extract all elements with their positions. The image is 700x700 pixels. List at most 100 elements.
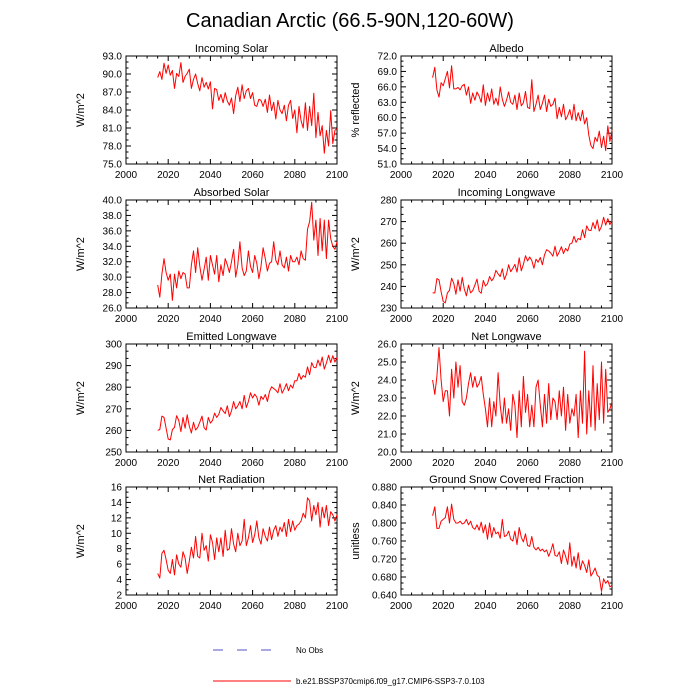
x-tick-label: 2060 bbox=[241, 458, 264, 469]
y-axis-label: W/m^2 bbox=[350, 381, 362, 415]
y-tick-label: 240 bbox=[380, 282, 397, 293]
y-tick-label: 6 bbox=[116, 560, 122, 571]
y-tick-label: 280 bbox=[380, 196, 397, 207]
plot-frame bbox=[125, 343, 338, 453]
y-tick-label: 280 bbox=[105, 383, 122, 394]
x-tick-label: 2080 bbox=[559, 170, 582, 181]
y-axis-label: % reflected bbox=[350, 82, 362, 137]
x-tick-label: 2020 bbox=[432, 458, 455, 469]
x-tick-label: 2100 bbox=[601, 314, 624, 325]
x-tick-label: 2000 bbox=[390, 458, 413, 469]
x-tick-label: 2020 bbox=[157, 601, 180, 612]
y-tick-label: 0.760 bbox=[372, 537, 397, 548]
y-tick-label: 290 bbox=[105, 361, 122, 372]
x-tick-label: 2060 bbox=[516, 458, 539, 469]
panel-title: Net Longwave bbox=[471, 331, 541, 343]
panel-title: Net Radiation bbox=[198, 474, 265, 486]
x-tick-label: 2060 bbox=[516, 601, 539, 612]
y-tick-label: 270 bbox=[380, 217, 397, 228]
series-line bbox=[432, 216, 613, 304]
y-tick-label: 260 bbox=[380, 239, 397, 250]
panel-absorbed-solar: Absorbed Solar 2000 2020 2040 2060 2080 2100 26… bbox=[75, 187, 349, 325]
plot-frame bbox=[125, 486, 338, 596]
x-tick-label: 2000 bbox=[115, 314, 138, 325]
plot-frame bbox=[400, 55, 613, 165]
y-tick-label: 14 bbox=[111, 498, 123, 509]
x-tick-label: 2040 bbox=[199, 601, 222, 612]
x-tick-label: 2040 bbox=[474, 601, 497, 612]
y-tick-label: 250 bbox=[380, 260, 397, 271]
x-tick-label: 2020 bbox=[157, 314, 180, 325]
panel-incoming-solar: Incoming Solar 2000 2020 2040 2060 2080 2100 75… bbox=[75, 43, 349, 181]
y-tick-label: 10 bbox=[111, 529, 123, 540]
y-axis-label: unitless bbox=[350, 522, 362, 560]
y-tick-label: 26.0 bbox=[378, 340, 398, 351]
y-tick-label: 69.0 bbox=[378, 67, 398, 78]
page-title: Canadian Arctic (66.5-90N,120-60W) bbox=[186, 10, 514, 32]
panel-title: Albedo bbox=[489, 43, 523, 55]
y-tick-label: 60.0 bbox=[378, 113, 398, 124]
y-tick-label: 0.840 bbox=[372, 501, 397, 512]
y-tick-label: 8 bbox=[116, 544, 122, 555]
panel-net-radiation: Net Radiation 2000 2020 2040 2060 2080 2100 2 4 6… bbox=[75, 474, 349, 612]
panel-albedo: Albedo 2000 2020 2040 2060 2080 2100 51.0 54.0 57… bbox=[350, 43, 624, 181]
y-tick-label: 34.0 bbox=[103, 242, 123, 253]
x-tick-label: 2080 bbox=[559, 314, 582, 325]
y-tick-label: 23.0 bbox=[378, 394, 398, 405]
y-tick-label: 93.0 bbox=[103, 52, 123, 63]
x-tick-label: 2000 bbox=[390, 601, 413, 612]
x-tick-label: 2100 bbox=[601, 601, 624, 612]
y-tick-label: 84.0 bbox=[103, 106, 123, 117]
y-tick-label: 230 bbox=[380, 304, 397, 315]
x-tick-label: 2020 bbox=[157, 170, 180, 181]
series-line bbox=[432, 347, 613, 439]
y-tick-label: 66.0 bbox=[378, 82, 398, 93]
panel-title: Incoming Solar bbox=[195, 43, 269, 55]
x-tick-label: 2040 bbox=[474, 458, 497, 469]
panel-title: Absorbed Solar bbox=[194, 187, 270, 199]
panel-emitted-longwave: Emitted Longwave 2000 2020 2040 2060 2080 2100… bbox=[75, 331, 349, 469]
y-tick-label: 81.0 bbox=[103, 124, 123, 135]
x-tick-label: 2020 bbox=[157, 458, 180, 469]
y-tick-label: 0.800 bbox=[372, 519, 397, 530]
x-tick-label: 2020 bbox=[432, 170, 455, 181]
panel-ground-snow-covered-fraction: Ground Snow Covered Fraction 2000 2020 2040… bbox=[350, 474, 624, 612]
x-tick-label: 2100 bbox=[326, 458, 349, 469]
y-tick-label: 250 bbox=[105, 448, 122, 459]
panel-title: Emitted Longwave bbox=[186, 331, 277, 343]
panel-title: Ground Snow Covered Fraction bbox=[429, 474, 584, 486]
y-axis-label: W/m^2 bbox=[75, 93, 87, 127]
x-tick-label: 2000 bbox=[390, 170, 413, 181]
y-tick-label: 21.0 bbox=[378, 430, 398, 441]
y-tick-label: 87.0 bbox=[103, 88, 123, 99]
y-tick-label: 38.0 bbox=[103, 211, 123, 222]
y-tick-label: 0.640 bbox=[372, 591, 397, 602]
y-tick-label: 25.0 bbox=[378, 358, 398, 369]
x-tick-label: 2020 bbox=[432, 601, 455, 612]
y-tick-label: 20.0 bbox=[378, 448, 398, 459]
x-tick-label: 2100 bbox=[326, 170, 349, 181]
series-line bbox=[432, 65, 613, 152]
x-tick-label: 2100 bbox=[601, 458, 624, 469]
x-tick-label: 2080 bbox=[284, 458, 307, 469]
x-tick-label: 2080 bbox=[559, 601, 582, 612]
y-tick-label: 51.0 bbox=[378, 160, 398, 171]
y-tick-label: 270 bbox=[105, 404, 122, 415]
y-tick-label: 30.0 bbox=[103, 273, 123, 284]
y-tick-label: 0.680 bbox=[372, 573, 397, 584]
x-tick-label: 2000 bbox=[115, 458, 138, 469]
y-tick-label: 90.0 bbox=[103, 70, 123, 81]
x-tick-label: 2020 bbox=[432, 314, 455, 325]
series-line bbox=[157, 497, 338, 579]
x-tick-label: 2040 bbox=[199, 458, 222, 469]
x-tick-label: 2060 bbox=[241, 314, 264, 325]
y-tick-label: 57.0 bbox=[378, 129, 398, 140]
y-tick-label: 4 bbox=[116, 575, 122, 586]
x-tick-label: 2080 bbox=[559, 458, 582, 469]
x-tick-label: 2100 bbox=[601, 170, 624, 181]
x-tick-label: 2080 bbox=[284, 170, 307, 181]
y-tick-label: 300 bbox=[105, 340, 122, 351]
panel-incoming-longwave: Incoming Longwave 2000 2020 2040 2060 2080 210… bbox=[350, 187, 624, 325]
x-tick-label: 2040 bbox=[199, 170, 222, 181]
